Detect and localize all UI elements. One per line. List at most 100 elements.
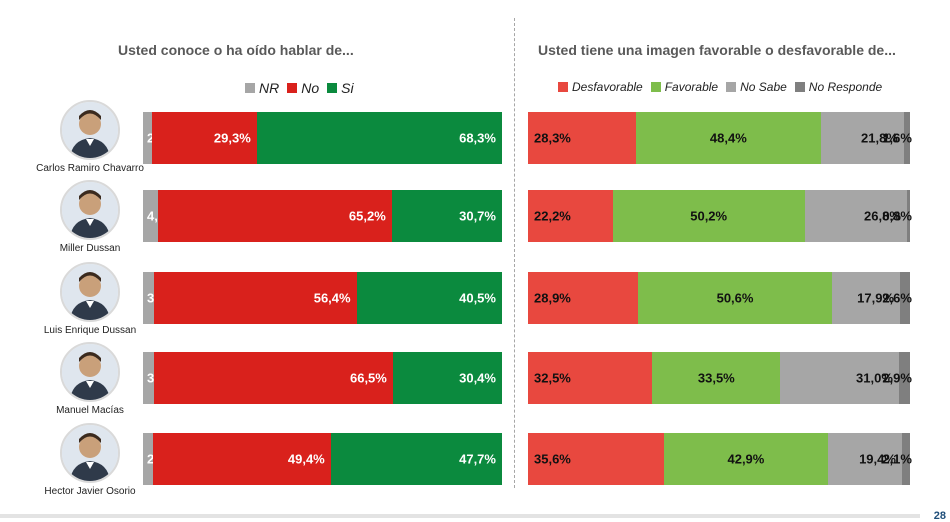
legend-item-nr: NR: [245, 80, 279, 96]
bar-segment-nr: 3,1%: [143, 272, 177, 324]
data-label: 29,3%: [213, 130, 251, 146]
person-hector-javier-osorio: Hector Javier Osorio: [20, 423, 160, 497]
bar-segment-si: 30,4%: [392, 352, 502, 404]
legend-swatch-desfavorable: [558, 82, 568, 92]
bar-segment-no-responde: 2,1%: [882, 433, 912, 485]
person-name: Manuel Macías: [56, 405, 124, 416]
chart-title-conoce: Usted conoce o ha oído hablar de...: [118, 42, 354, 58]
bar-row-luis-enrique-dussan: 3,1% 56,4% 40,5%: [143, 272, 502, 324]
chart-divider: [514, 18, 515, 488]
bar-segment-nr: 2,4%: [143, 112, 177, 164]
bar-segment-no: 65,2%: [157, 190, 392, 242]
bar-segment-no-responde: 2,6%: [882, 272, 912, 324]
data-label: 28,3%: [534, 130, 571, 146]
person-name: Hector Javier Osorio: [44, 486, 136, 497]
avatar: [60, 262, 120, 322]
legend-label-si: Si: [341, 80, 354, 96]
legend-item-favorable: Favorable: [650, 80, 719, 94]
data-label: 1,6%: [882, 130, 912, 146]
bar-segment-si: 47,7%: [330, 433, 502, 485]
bar-segment-favorable: 48,4%: [635, 112, 821, 164]
data-label: 32,5%: [534, 370, 571, 386]
person-luis-enrique-dussan: Luis Enrique Dussan: [20, 262, 160, 336]
legend-label-favorable: Favorable: [664, 80, 719, 94]
bar-segment-nr: 3,1%: [143, 352, 177, 404]
legend-label-desfavorable: Desfavorable: [572, 80, 643, 94]
data-label: 50,2%: [690, 208, 728, 224]
legend-label-no: No: [301, 80, 320, 96]
legend-swatch-nr: [245, 83, 255, 93]
avatar: [60, 342, 120, 402]
data-label: 35,6%: [534, 451, 571, 467]
data-label: 56,4%: [313, 290, 351, 306]
person-name: Luis Enrique Dussan: [43, 325, 137, 336]
chart-title-imagen: Usted tiene una imagen favorable o desfa…: [538, 42, 896, 58]
person-manuel-macias: Manuel Macías: [20, 342, 160, 416]
bar-segment-nr: 2,9%: [143, 433, 177, 485]
bar-segment-desfavorable: 28,9%: [528, 272, 639, 324]
legend-item-desfavorable: Desfavorable: [558, 80, 643, 94]
bar-row-hector-javier-osorio: 35,6% 42,9% 19,4% 2,1%: [528, 433, 912, 485]
bar-segment-no-responde: 0,8%: [882, 190, 912, 242]
data-label: 19,4%: [859, 451, 896, 467]
data-label: 48,4%: [709, 130, 747, 146]
footer-rule: [0, 514, 920, 518]
bar-segment-no: 56,4%: [154, 272, 357, 324]
legend-swatch-no-sabe: [726, 82, 737, 92]
bar-row-miller-dussan: 22,2% 50,2% 26,8% 0,8%: [528, 190, 912, 242]
legend-swatch-no-responde: [794, 82, 805, 92]
avatar: [60, 423, 120, 483]
bar-segment-favorable: 50,2%: [612, 190, 805, 242]
bar-segment-no: 29,3%: [151, 112, 257, 164]
page-number: 28: [933, 510, 946, 522]
bar-row-carlos-ramiro-chavarro: 28,3% 48,4% 21,8% 1,6%: [528, 112, 912, 164]
avatar: [60, 100, 120, 160]
data-label: 26,8%: [864, 208, 901, 224]
legend-item-no-responde: No Responde: [794, 80, 883, 94]
bar-segment-favorable: 33,5%: [652, 352, 781, 404]
data-label: 21,8%: [861, 130, 898, 146]
bar-row-hector-javier-osorio: 2,9% 49,4% 47,7%: [143, 433, 502, 485]
bar-row-manuel-macias: 3,1% 66,5% 30,4%: [143, 352, 502, 404]
bar-segment-no: 49,4%: [153, 433, 331, 485]
bar-row-miller-dussan: 4,1% 65,2% 30,7%: [143, 190, 502, 242]
bar-segment-no-sabe: 26,8%: [804, 190, 907, 242]
bar-row-manuel-macias: 32,5% 33,5% 31,0% 2,9%: [528, 352, 912, 404]
bar-segment-no-sabe: 31,0%: [780, 352, 899, 404]
legend-imagen: Desfavorable Favorable No Sabe No Responde: [558, 80, 890, 94]
person-name: Miller Dussan: [59, 243, 121, 254]
data-label: 22,2%: [534, 208, 571, 224]
data-label: 30,4%: [459, 370, 496, 386]
data-label: 42,9%: [727, 451, 765, 467]
data-label: 31,0%: [856, 370, 893, 386]
bar-segment-favorable: 50,6%: [638, 272, 832, 324]
data-label: 0,8%: [882, 208, 912, 224]
bar-segment-si: 30,7%: [391, 190, 502, 242]
person-name: Carlos Ramiro Chavarro: [36, 163, 144, 174]
legend-label-no-responde: No Responde: [808, 80, 883, 94]
bar-segment-desfavorable: 28,3%: [528, 112, 636, 164]
bar-row-carlos-ramiro-chavarro: 2,4% 29,3% 68,3%: [143, 112, 502, 164]
legend-item-si: Si: [327, 80, 354, 96]
bar-segment-si: 68,3%: [256, 112, 502, 164]
data-label: 28,9%: [534, 290, 571, 306]
bar-segment-no-responde: 1,6%: [882, 112, 912, 164]
legend-label-nr: NR: [259, 80, 280, 96]
data-label: 2,9%: [882, 370, 912, 386]
legend-label-no-sabe: No Sabe: [740, 80, 787, 94]
person-carlos-ramiro-chavarro: Carlos Ramiro Chavarro: [20, 100, 160, 174]
data-label: 17,9%: [857, 290, 895, 306]
data-label: 2,6%: [882, 290, 912, 306]
data-label: 68,3%: [459, 130, 496, 146]
data-label: 2,1%: [882, 451, 912, 467]
legend-item-no-sabe: No Sabe: [726, 80, 787, 94]
legend-conoce: NR No Si: [245, 80, 362, 96]
bar-segment-desfavorable: 35,6%: [528, 433, 664, 485]
bar-segment-favorable: 42,9%: [663, 433, 828, 485]
data-label: 30,7%: [459, 208, 496, 224]
bar-row-luis-enrique-dussan: 28,9% 50,6% 17,9% 2,6%: [528, 272, 912, 324]
data-label: 49,4%: [287, 451, 325, 467]
avatar: [60, 180, 120, 240]
data-label: 40,5%: [459, 290, 496, 306]
person-miller-dussan: Miller Dussan: [20, 180, 160, 254]
